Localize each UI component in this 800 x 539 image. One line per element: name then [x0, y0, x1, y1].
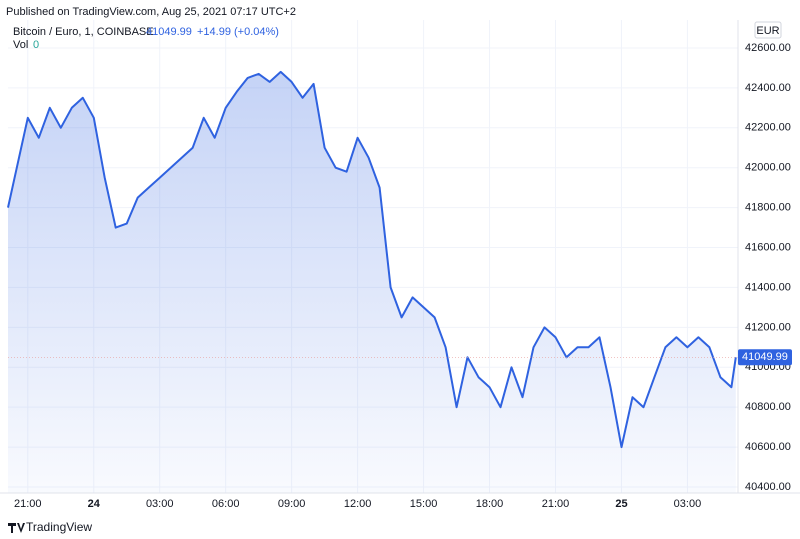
plot-area: [7, 20, 738, 494]
x-tick-label: 03:00: [146, 498, 174, 510]
x-tick-label: 09:00: [278, 498, 306, 510]
currency[interactable]: EUR: [756, 25, 779, 37]
y-tick-label: 42200.00: [745, 122, 791, 134]
y-tick-label: 42000.00: [745, 162, 791, 174]
y-tick-label: 40800.00: [745, 401, 791, 413]
y-tick-label: 40400.00: [745, 481, 791, 493]
last-price-label: 41049.99: [742, 351, 788, 363]
y-tick-label: 41400.00: [745, 281, 791, 293]
x-tick-label: 12:00: [344, 498, 372, 510]
x-tick-label: 03:00: [674, 498, 702, 510]
vol-value: 0: [33, 39, 39, 51]
x-tick-label: 15:00: [410, 498, 438, 510]
last-price-box: [738, 349, 792, 366]
y-tick-label: 42400.00: [745, 82, 791, 94]
symbol: Bitcoin / Euro, 1, COINBASE: [13, 26, 154, 38]
price-line: [7, 70, 737, 449]
change: +14.99 (+0.04%): [197, 26, 279, 38]
last-value: 41049.99: [146, 26, 192, 38]
y-tick-label: 40600.00: [745, 441, 791, 453]
x-tick-label: 18:00: [476, 498, 504, 510]
y-tick-label: 41800.00: [745, 202, 791, 214]
y-tick-label: 41200.00: [745, 321, 791, 333]
published-note: Published on TradingView.com, Aug 25, 20…: [6, 6, 296, 18]
x-tick-label: 21:00: [14, 498, 42, 510]
y-tick-label: 42600.00: [745, 42, 791, 54]
logo: TradingView: [8, 520, 92, 534]
x-tick-label: 06:00: [212, 498, 240, 510]
y-tick-label: 41600.00: [745, 241, 791, 253]
brand: TradingView: [26, 520, 92, 534]
currency-box[interactable]: [754, 21, 782, 39]
x-tick-label: 25: [615, 498, 627, 510]
x-tick-label: 24: [88, 498, 101, 510]
vol-label: Vol: [13, 39, 28, 51]
price-area: [8, 71, 736, 494]
x-tick-label: 21:00: [542, 498, 570, 510]
